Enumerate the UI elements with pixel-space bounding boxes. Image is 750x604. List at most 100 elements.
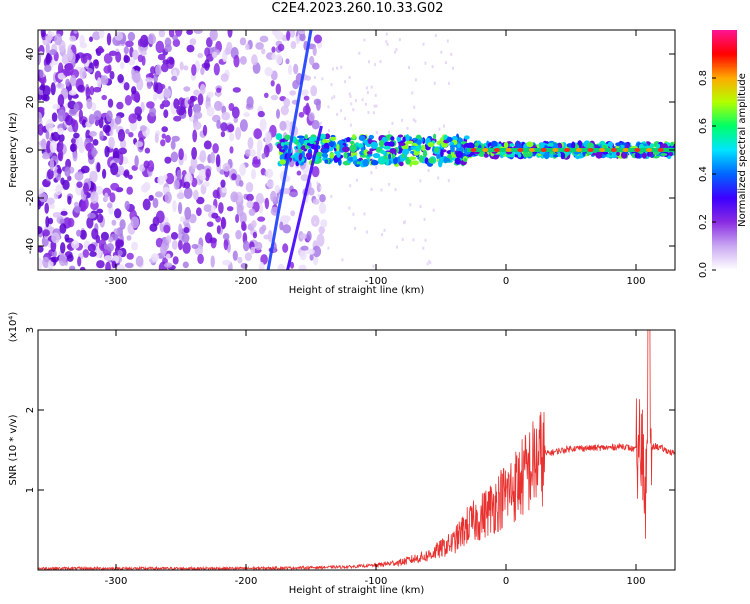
noise-cell	[394, 50, 397, 54]
carrier-cell	[670, 141, 674, 147]
carrier-cell	[457, 143, 461, 148]
noise-cell	[164, 37, 172, 48]
noise-cell	[223, 238, 229, 251]
noise-cell	[158, 30, 166, 38]
noise-cell	[444, 61, 447, 65]
noise-cell	[305, 75, 312, 81]
noise-cell	[299, 33, 306, 42]
carrier-cell	[397, 134, 404, 138]
carrier-peak	[587, 148, 594, 152]
noise-cell	[331, 67, 334, 71]
noise-cell	[256, 139, 263, 152]
noise-cell	[66, 254, 74, 262]
carrier-cell	[362, 159, 370, 167]
noise-cell	[313, 98, 322, 106]
noise-cell	[211, 51, 218, 59]
noise-cell	[344, 117, 347, 121]
carrier-cell	[455, 151, 463, 158]
noise-cell	[354, 227, 357, 231]
carrier-cell	[467, 142, 475, 150]
noise-cell	[178, 97, 185, 107]
noise-cell	[305, 102, 310, 116]
noise-cell	[172, 256, 179, 265]
carrier-cell	[330, 152, 335, 159]
noise-cell	[164, 191, 172, 204]
carrier-cell	[523, 151, 527, 158]
noise-cell	[92, 139, 99, 146]
noise-cell	[340, 65, 343, 69]
carrier-cell	[343, 152, 348, 159]
noise-cell	[452, 66, 454, 70]
carrier-cell	[463, 158, 467, 162]
noise-cell	[74, 201, 79, 207]
carrier-cell	[440, 149, 444, 158]
noise-cell	[206, 106, 215, 117]
noise-cell	[78, 141, 85, 154]
noise-cell	[148, 194, 154, 201]
noise-cell	[232, 250, 238, 261]
noise-cell	[70, 74, 77, 87]
noise-cell	[149, 107, 157, 117]
carrier-cell	[539, 142, 545, 149]
noise-cell	[119, 219, 126, 230]
noise-cell	[261, 153, 266, 159]
noise-cell	[112, 147, 120, 161]
noise-cell	[250, 168, 257, 180]
noise-cell	[171, 135, 180, 142]
noise-cell	[241, 221, 246, 231]
noise-cell	[238, 180, 244, 187]
noise-cell	[90, 200, 99, 211]
noise-cell	[123, 169, 130, 179]
noise-cell	[96, 260, 105, 269]
noise-cell	[261, 48, 266, 55]
noise-cell	[51, 131, 60, 142]
noise-cell	[186, 30, 193, 35]
noise-cell	[264, 197, 270, 210]
noise-cell	[403, 220, 406, 224]
carrier-cell	[321, 152, 328, 158]
noise-cell	[91, 102, 97, 112]
carrier-cell	[352, 134, 356, 140]
noise-cell	[446, 39, 449, 43]
noise-cell	[239, 119, 248, 132]
noise-cell	[178, 202, 183, 215]
noise-cell	[288, 64, 293, 75]
noise-cell	[327, 105, 330, 109]
noise-cell	[370, 171, 373, 175]
noise-cell	[124, 40, 134, 48]
noise-cell	[298, 264, 306, 270]
noise-cell	[51, 232, 61, 244]
noise-cell	[126, 235, 132, 241]
noise-cell	[289, 90, 296, 96]
noise-cell	[146, 101, 155, 109]
carrier-cell	[398, 161, 404, 167]
carrier-cell	[446, 136, 453, 143]
noise-cell	[222, 233, 230, 240]
noise-cell	[426, 262, 429, 266]
noise-cell	[79, 67, 87, 80]
noise-cell	[348, 206, 351, 210]
noise-cell	[279, 221, 284, 231]
noise-cell	[199, 83, 206, 95]
noise-cell	[221, 187, 227, 194]
noise-cell	[355, 178, 358, 182]
noise-cell	[205, 168, 211, 178]
noise-cell	[313, 256, 319, 266]
carrier-peak	[564, 148, 571, 152]
noise-cell	[398, 38, 401, 42]
noise-cell	[105, 110, 113, 122]
noise-cell	[375, 166, 378, 170]
noise-cell	[76, 229, 82, 237]
noise-cell	[423, 218, 426, 221]
noise-cell	[349, 184, 352, 188]
noise-cell	[321, 77, 324, 81]
noise-cell	[374, 63, 377, 67]
noise-cell	[140, 183, 149, 193]
noise-cell	[431, 65, 434, 69]
carrier-cell	[370, 141, 378, 149]
noise-cell	[385, 32, 388, 36]
colorbar-tick-label: 0.2	[698, 214, 709, 230]
noise-cell	[45, 52, 51, 66]
carrier-cell	[434, 147, 439, 153]
noise-cell	[210, 255, 215, 268]
